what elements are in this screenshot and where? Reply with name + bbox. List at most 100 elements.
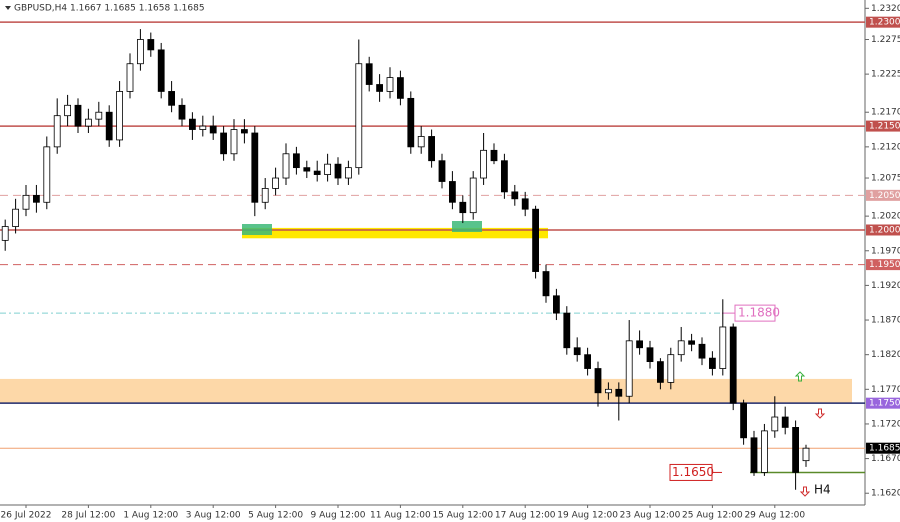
annotation-box bbox=[669, 463, 713, 481]
candle-body bbox=[386, 77, 394, 92]
candle-body bbox=[313, 170, 321, 175]
candle-body bbox=[22, 194, 30, 210]
candle-body bbox=[157, 49, 165, 92]
marker-box bbox=[242, 224, 272, 235]
x-tick-label: 9 Aug 12:00 bbox=[311, 511, 366, 521]
candle-body bbox=[376, 84, 384, 92]
x-tick-label: 23 Aug 12:00 bbox=[620, 511, 681, 521]
x-tick-label: 15 Aug 12:00 bbox=[432, 511, 493, 521]
candle-body bbox=[636, 340, 643, 349]
level-label-bg bbox=[866, 16, 900, 28]
candle-body bbox=[553, 295, 560, 314]
level-label-bg bbox=[866, 189, 900, 201]
zone bbox=[0, 378, 852, 404]
candle-body bbox=[781, 416, 789, 428]
x-tick-label: 19 Aug 12:00 bbox=[557, 511, 618, 521]
y-tick-label: 1.1670 bbox=[871, 454, 900, 464]
candle-body bbox=[324, 163, 332, 175]
x-tick-label: 28 Jul 12:00 bbox=[61, 511, 115, 521]
candle-body bbox=[12, 208, 20, 227]
candle-body bbox=[542, 271, 550, 297]
candle-body bbox=[95, 111, 103, 120]
candle-body bbox=[417, 136, 425, 148]
y-tick-label: 1.1620 bbox=[871, 489, 900, 499]
candle-body bbox=[251, 132, 259, 203]
level-label-bg bbox=[866, 259, 900, 271]
candle-body bbox=[428, 136, 436, 162]
candle-body bbox=[709, 357, 716, 369]
level-label: 1.2000 bbox=[869, 225, 900, 235]
candle-body bbox=[199, 125, 207, 130]
candle-body bbox=[750, 437, 758, 473]
level-label: 1.2300 bbox=[869, 18, 900, 28]
candle-body bbox=[459, 201, 467, 214]
candle-body bbox=[188, 118, 196, 130]
down-arrow bbox=[814, 408, 826, 419]
candle-body bbox=[126, 63, 134, 92]
candle-body bbox=[688, 340, 695, 345]
x-tick-label: 17 Aug 12:00 bbox=[495, 511, 556, 521]
candle-body bbox=[490, 149, 498, 162]
zone bbox=[242, 227, 548, 239]
candle-body bbox=[396, 77, 404, 99]
candle-body bbox=[344, 167, 352, 179]
candle-body bbox=[355, 63, 363, 169]
candle-body bbox=[272, 177, 280, 189]
y-tick-label: 1.1970 bbox=[871, 246, 900, 256]
level-label-bg bbox=[866, 397, 900, 409]
price-label-bg bbox=[866, 442, 900, 454]
candle-body bbox=[43, 146, 51, 203]
candle-body bbox=[53, 115, 61, 148]
down-arrow bbox=[799, 486, 811, 497]
candle-body bbox=[116, 91, 123, 141]
x-tick-label: 1 Aug 12:00 bbox=[123, 511, 178, 521]
candle-body bbox=[438, 160, 446, 182]
candle-body bbox=[532, 208, 539, 272]
level-label: 1.1950 bbox=[869, 260, 900, 270]
x-tick-label: 29 Aug 12:00 bbox=[744, 511, 805, 521]
y-tick-label: 1.1870 bbox=[871, 316, 900, 326]
price-label: 1.1685 bbox=[869, 444, 900, 454]
x-tick-label: 3 Aug 12:00 bbox=[186, 511, 241, 521]
candle-body bbox=[64, 104, 71, 117]
candle-body bbox=[719, 326, 727, 369]
y-tick-label: 1.2275 bbox=[871, 35, 900, 45]
candle-body bbox=[334, 163, 342, 179]
candle-body bbox=[594, 368, 602, 394]
candle-body bbox=[657, 361, 664, 383]
candle-body bbox=[303, 167, 311, 172]
candle-body bbox=[771, 416, 779, 432]
y-tick-label: 1.1720 bbox=[871, 419, 900, 429]
candle-body bbox=[147, 39, 155, 51]
candle-body bbox=[480, 149, 488, 179]
annotation-box bbox=[734, 304, 776, 322]
y-tick-label: 1.2225 bbox=[871, 70, 900, 80]
y-tick-label: 1.2020 bbox=[871, 212, 900, 222]
x-tick-label: 5 Aug 12:00 bbox=[248, 511, 303, 521]
candle-body bbox=[407, 97, 415, 148]
x-tick-label: 11 Aug 12:00 bbox=[370, 511, 431, 521]
candle-body bbox=[605, 388, 612, 394]
x-tick-label: 25 Aug 12:00 bbox=[682, 511, 743, 521]
candle-body bbox=[282, 153, 290, 179]
candle-body bbox=[584, 354, 591, 369]
y-tick-label: 1.2120 bbox=[871, 142, 900, 152]
candle-body bbox=[615, 388, 623, 397]
candle-body bbox=[792, 427, 799, 473]
candle-body bbox=[105, 111, 113, 141]
candle-body bbox=[178, 104, 186, 120]
candle-body bbox=[292, 153, 300, 169]
y-tick-label: 1.1920 bbox=[871, 281, 900, 291]
candle-body bbox=[698, 343, 706, 359]
candle-body bbox=[740, 402, 747, 439]
candle-body bbox=[802, 447, 810, 462]
level-label-bg bbox=[866, 224, 900, 236]
chart-title: GBPUSD,H4 1.1667 1.1685 1.1658 1.1685 bbox=[14, 4, 205, 14]
candle-body bbox=[625, 340, 633, 397]
candle-body bbox=[729, 326, 737, 404]
level-label: 1.2150 bbox=[869, 122, 900, 132]
candle-body bbox=[563, 312, 571, 349]
annotation-label: 1.1880 bbox=[738, 306, 780, 320]
level-label: 1.1750 bbox=[869, 399, 900, 409]
